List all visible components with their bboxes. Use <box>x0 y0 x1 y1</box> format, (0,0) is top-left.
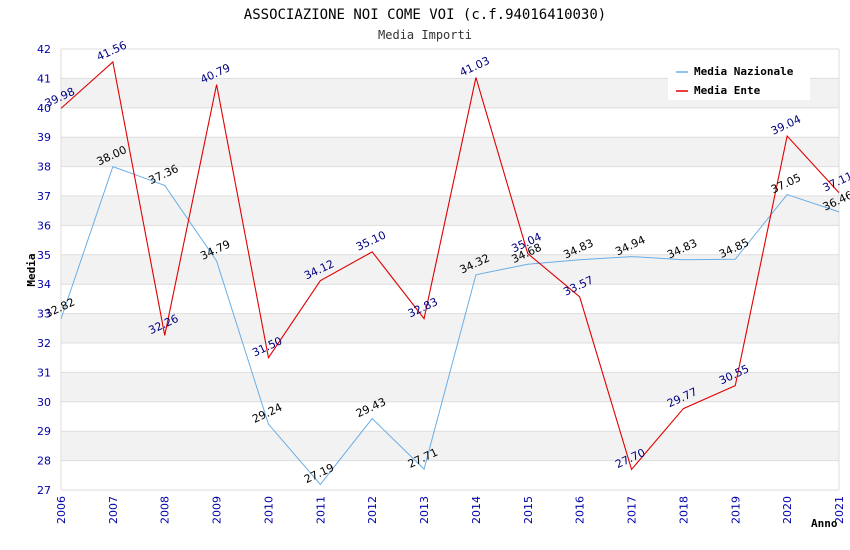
x-tick-labels: 2006 2007 2008 2009 2010 2011 2012 2013 2014 2015… <box>55 496 846 524</box>
y-tick-label: 27 <box>37 484 51 497</box>
x-tick-label: 2011 <box>314 496 327 524</box>
y-axis-label: Media <box>25 253 38 286</box>
y-tick-labels: 27 28 29 30 31 32 33 34 35 36 37 38 39 40 41 42 <box>37 43 51 497</box>
data-label-series-1: 39.04 <box>769 113 803 138</box>
legend-label-ente: Media Ente <box>694 84 761 97</box>
plot-grid <box>60 48 840 491</box>
x-axis-label: Anno <box>811 517 838 530</box>
y-tick-label: 31 <box>37 366 51 379</box>
data-label-series-0: 29.24 <box>250 401 284 426</box>
x-tick-label: 2014 <box>470 496 483 524</box>
y-tick-label: 29 <box>37 425 51 438</box>
data-label-series-1: 35.10 <box>354 228 388 253</box>
y-tick-label: 35 <box>37 249 51 262</box>
y-tick-label: 32 <box>37 337 51 350</box>
series-lines <box>60 60 840 486</box>
x-tick-label: 2021 <box>833 496 846 524</box>
data-label-series-0: 37.05 <box>769 171 803 196</box>
series-line-0 <box>60 165 840 486</box>
series-line-1 <box>60 60 840 471</box>
y-tick-label: 30 <box>37 396 51 409</box>
data-label-series-1: 41.03 <box>458 54 492 79</box>
chart-title: ASSOCIAZIONE NOI COME VOI (c.f.940164100… <box>244 7 606 23</box>
y-tick-label: 33 <box>37 308 51 321</box>
y-tick-label: 42 <box>37 43 51 56</box>
x-tick-label: 2015 <box>522 496 535 524</box>
y-tick-label: 36 <box>37 219 51 232</box>
x-tick-label: 2019 <box>729 496 742 524</box>
x-tick-label: 2016 <box>574 496 587 524</box>
y-tick-label: 39 <box>37 131 51 144</box>
x-tick-label: 2009 <box>211 496 224 524</box>
y-tick-label: 41 <box>37 72 51 85</box>
x-tick-label: 2006 <box>55 496 68 524</box>
chart-subtitle: Media Importi <box>378 28 472 42</box>
x-tick-label: 2007 <box>107 496 120 524</box>
grid-band <box>61 137 839 167</box>
legend: Media Nazionale Media Ente <box>668 58 810 100</box>
y-tick-label: 28 <box>37 455 51 468</box>
x-tick-label: 2018 <box>677 496 690 524</box>
y-tick-label: 38 <box>37 161 51 174</box>
grid-band <box>61 431 839 461</box>
x-tick-label: 2008 <box>159 496 172 524</box>
y-tick-label: 40 <box>37 102 51 115</box>
x-tick-label: 2012 <box>366 496 379 524</box>
y-tick-label: 34 <box>37 278 51 291</box>
x-tick-label: 2010 <box>262 496 275 524</box>
data-label-series-1: 41.56 <box>95 39 129 64</box>
x-tick-label: 2017 <box>626 496 639 524</box>
legend-box <box>668 58 810 100</box>
grid-band <box>61 313 839 343</box>
x-tick-label: 2013 <box>418 496 431 524</box>
plot-bands <box>61 78 839 461</box>
legend-label-nazionale: Media Nazionale <box>694 65 794 78</box>
y-tick-label: 37 <box>37 190 51 203</box>
x-tick-label: 2020 <box>781 496 794 524</box>
